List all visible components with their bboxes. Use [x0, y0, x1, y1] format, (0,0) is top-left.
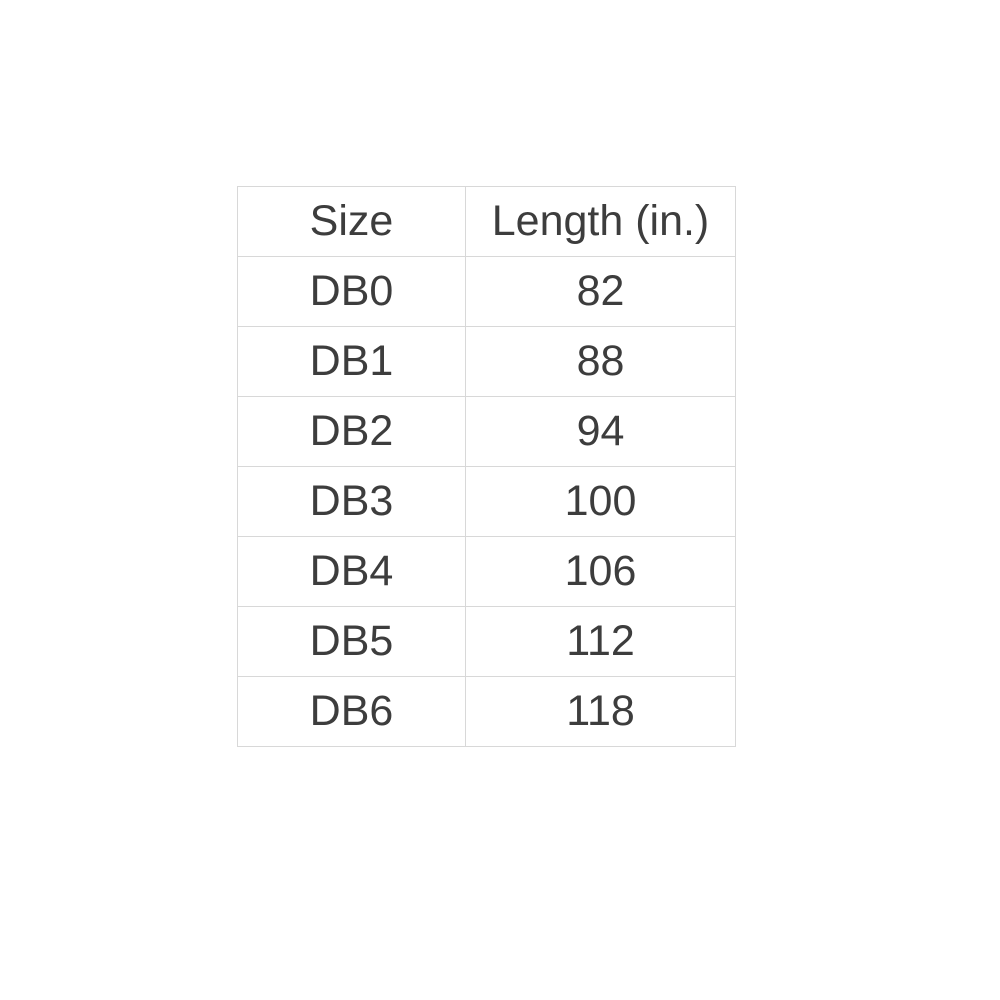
table-row: DB3 100 [237, 466, 736, 537]
length-cell: 94 [465, 396, 736, 467]
length-cell: 82 [465, 256, 736, 327]
table-row: DB6 118 [237, 676, 736, 747]
length-cell: 100 [465, 466, 736, 537]
size-cell: DB3 [237, 466, 466, 537]
size-cell: DB5 [237, 606, 466, 677]
table-row: DB1 88 [237, 326, 736, 397]
table-row: DB4 106 [237, 536, 736, 607]
size-cell: DB6 [237, 676, 466, 747]
size-cell: DB4 [237, 536, 466, 607]
size-cell: DB1 [237, 326, 466, 397]
size-length-table: Size Length (in.) DB0 82 DB1 88 DB2 94 D… [237, 186, 736, 747]
table-row: DB0 82 [237, 256, 736, 327]
column-header-size: Size [237, 186, 466, 257]
size-cell: DB0 [237, 256, 466, 327]
length-cell: 112 [465, 606, 736, 677]
table-row: DB2 94 [237, 396, 736, 467]
length-cell: 106 [465, 536, 736, 607]
table-row: DB5 112 [237, 606, 736, 677]
length-cell: 118 [465, 676, 736, 747]
length-cell: 88 [465, 326, 736, 397]
table-header-row: Size Length (in.) [237, 186, 736, 257]
column-header-length: Length (in.) [465, 186, 736, 257]
size-cell: DB2 [237, 396, 466, 467]
